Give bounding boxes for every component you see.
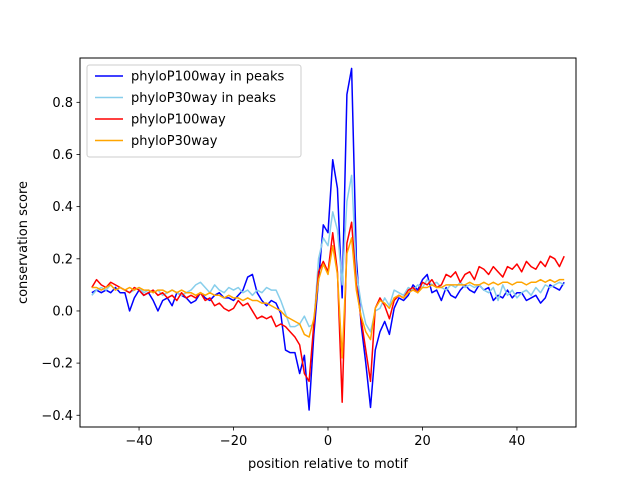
y-tick-label: 0.0 xyxy=(52,304,73,319)
y-tick-label: 0.6 xyxy=(52,148,73,163)
y-axis-label: conservation score xyxy=(16,181,31,304)
legend-box xyxy=(86,64,302,158)
y-tick-label: −0.2 xyxy=(41,357,73,372)
x-tick-label: −40 xyxy=(125,434,152,449)
x-axis-label: position relative to motif xyxy=(248,457,408,472)
series-lines xyxy=(91,67,565,411)
legend-label-2: phyloP100way xyxy=(131,113,226,128)
legend: phyloP100way in peaks phyloP30way in peak… xyxy=(86,64,302,158)
legend-label-0: phyloP100way in peaks xyxy=(131,70,285,85)
x-tick-label: 40 xyxy=(509,434,526,449)
x-tick-label: 0 xyxy=(324,434,332,449)
series-line-0 xyxy=(91,67,565,411)
y-tick-label: −0.4 xyxy=(41,409,73,424)
legend-label-1: phyloP30way in peaks xyxy=(131,91,276,106)
y-tick-label: 0.4 xyxy=(52,200,73,215)
x-tick-label: 20 xyxy=(414,434,431,449)
legend-label-3: phyloP30way xyxy=(131,134,218,149)
series-line-3 xyxy=(91,237,565,359)
x-axis-ticks: −40 −20 0 20 40 xyxy=(125,427,525,449)
x-tick-label: −20 xyxy=(220,434,247,449)
y-tick-label: 0.8 xyxy=(52,96,73,111)
y-axis-ticks: −0.4 −0.2 0.0 0.2 0.4 0.6 0.8 xyxy=(41,96,80,424)
y-tick-label: 0.2 xyxy=(52,252,73,267)
